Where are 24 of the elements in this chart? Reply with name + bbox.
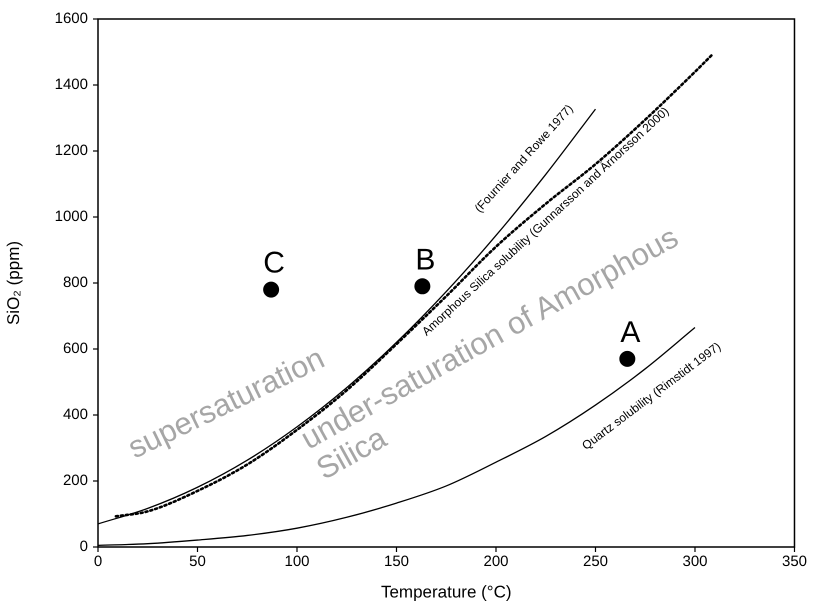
y-tick-label: 600 xyxy=(62,340,88,358)
annotation: A xyxy=(620,316,640,349)
x-tick-label: 50 xyxy=(189,553,206,570)
y-axis-title: SiO₂ (ppm) xyxy=(4,240,23,326)
x-tick-label: 350 xyxy=(782,553,807,570)
y-tick-label: 1000 xyxy=(54,208,88,226)
y-tick-label: 1600 xyxy=(54,10,88,28)
point xyxy=(619,350,636,367)
x-tick-label: 150 xyxy=(384,553,410,570)
x-tick-label: 100 xyxy=(284,553,310,570)
annotation: C xyxy=(263,246,285,280)
x-axis-title: Temperature (°C) xyxy=(380,582,512,602)
x-tick-label: 300 xyxy=(682,553,708,570)
y-tick-label: 400 xyxy=(62,406,88,424)
y-tick-label: 1400 xyxy=(54,76,88,94)
x-tick-label: 250 xyxy=(582,553,608,570)
x-tick-label: 200 xyxy=(483,553,509,570)
y-tick-label: 200 xyxy=(62,472,88,490)
y-tick-label: 1200 xyxy=(54,142,88,160)
annotation: B xyxy=(415,243,436,276)
y-tick-label: 800 xyxy=(62,274,88,292)
point xyxy=(263,282,280,298)
y-tick-label: 0 xyxy=(80,538,88,556)
x-tick-label: 0 xyxy=(94,553,102,570)
